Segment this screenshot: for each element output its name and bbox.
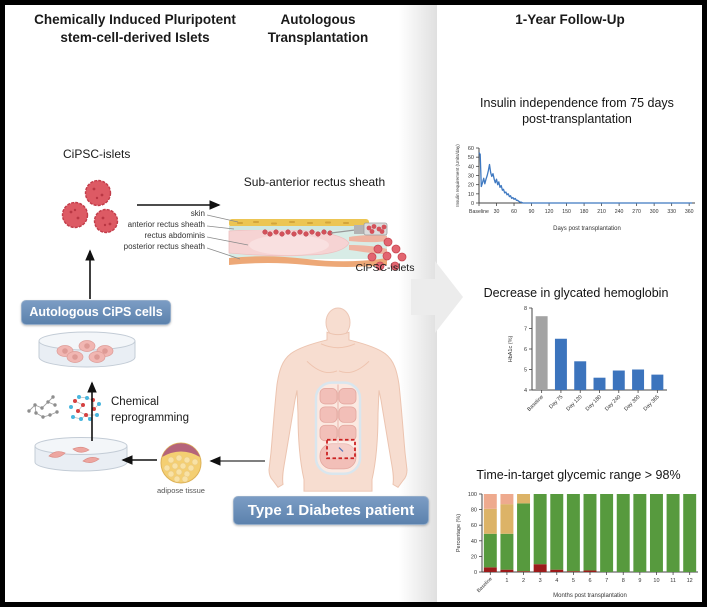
svg-text:Baseline: Baseline [476, 576, 494, 594]
svg-text:Day 240: Day 240 [604, 394, 622, 412]
anatomy-label-posterior-sheath: posterior rectus sheath [123, 242, 205, 251]
svg-text:11: 11 [670, 578, 676, 584]
svg-text:3: 3 [539, 578, 542, 584]
patient-figure-icon [268, 307, 408, 492]
svg-text:8: 8 [524, 306, 527, 312]
chart-time-in-range-title: Time-in-target glycemic range > 98% [476, 468, 681, 482]
svg-text:2: 2 [522, 578, 525, 584]
header-right: 1-Year Follow-Up [515, 12, 625, 27]
svg-text:Percentage (%): Percentage (%) [456, 514, 462, 552]
svg-text:10: 10 [468, 192, 474, 198]
svg-text:7: 7 [524, 327, 527, 333]
svg-text:Days post transplantation: Days post transplantation [553, 226, 621, 232]
svg-text:Baseline: Baseline [469, 209, 489, 215]
svg-text:0: 0 [474, 570, 477, 576]
anatomy-label-anterior-sheath: anterior rectus sheath [127, 220, 205, 229]
svg-text:6: 6 [524, 347, 527, 353]
petri-dish-cips-icon [38, 331, 136, 368]
chemical-reprogramming-label: Chemical reprogramming [111, 396, 189, 424]
petri-dish-fibroblast-icon [34, 437, 128, 472]
svg-text:10: 10 [653, 578, 659, 584]
cipsc-islets-label: CiPSC-islets [63, 147, 131, 161]
svg-text:4: 4 [555, 578, 558, 584]
svg-text:12: 12 [687, 578, 693, 584]
svg-text:240: 240 [615, 209, 624, 215]
anatomy-label-rectus-abdominis: rectus abdominis [144, 231, 205, 240]
rectus-sheath-cross-section-icon [228, 219, 388, 267]
svg-text:1: 1 [505, 578, 508, 584]
svg-text:5: 5 [524, 368, 527, 374]
svg-text:330: 330 [667, 209, 676, 215]
insulin-requirement-chart: 0 10 20 30 40 50 60 Insulin requirement (Units/… [449, 143, 702, 238]
svg-text:HbA1c (%): HbA1c (%) [508, 336, 514, 363]
svg-text:30: 30 [494, 209, 500, 215]
svg-text:Insulin requirement (Units/day: Insulin requirement (Units/day) [455, 144, 460, 207]
hba1c-chart: 4 5 6 7 8 HbA1c (%) Baseline Day 75 Day 120 Day 1… [502, 302, 677, 435]
svg-text:Baseline: Baseline [526, 394, 545, 413]
small-molecules-icon [27, 395, 101, 421]
svg-text:60: 60 [511, 209, 517, 215]
svg-text:120: 120 [545, 209, 554, 215]
svg-text:5: 5 [572, 578, 575, 584]
svg-text:Months post transplantation: Months post transplantation [553, 593, 627, 599]
svg-text:Day 300: Day 300 [623, 394, 641, 412]
autologous-cips-badge: Autologous CiPS cells [21, 300, 171, 325]
svg-text:150: 150 [562, 209, 571, 215]
svg-text:50: 50 [468, 155, 474, 161]
adipose-tissue-icon [160, 442, 202, 484]
svg-text:30: 30 [468, 174, 474, 180]
islet-cluster-icon [367, 237, 407, 271]
svg-text:60: 60 [468, 146, 474, 152]
islet-cluster-label: CiPSC-islets [355, 262, 415, 274]
anatomy-label-skin: skin [190, 209, 205, 218]
svg-text:Day 365: Day 365 [643, 394, 661, 412]
svg-text:100: 100 [468, 492, 477, 498]
islet-cells-icon [61, 179, 119, 234]
svg-text:9: 9 [638, 578, 641, 584]
svg-text:270: 270 [632, 209, 641, 215]
svg-text:180: 180 [580, 209, 589, 215]
svg-text:6: 6 [588, 578, 591, 584]
svg-text:40: 40 [468, 164, 474, 170]
chart-hba1c-title: Decrease in glycated hemoglobin [483, 286, 669, 300]
svg-text:210: 210 [597, 209, 606, 215]
header-left: Chemically Induced Pluripotent stem-cell… [34, 12, 236, 45]
svg-text:4: 4 [524, 388, 527, 394]
svg-text:300: 300 [650, 209, 659, 215]
svg-text:40: 40 [471, 539, 477, 545]
svg-text:Day 120: Day 120 [565, 394, 583, 412]
svg-text:20: 20 [468, 183, 474, 189]
svg-text:8: 8 [622, 578, 625, 584]
svg-text:360: 360 [685, 209, 694, 215]
svg-text:Day 75: Day 75 [548, 394, 564, 410]
svg-text:7: 7 [605, 578, 608, 584]
time-in-range-chart: 0 20 40 60 80 100 Percentage (%) Months post tr… [450, 488, 702, 602]
type1-diabetes-badge: Type 1 Diabetes patient [233, 496, 429, 525]
sub-anterior-title: Sub-anterior rectus sheath [243, 175, 386, 189]
svg-text:Day 180: Day 180 [585, 394, 603, 412]
adipose-tissue-label: adipose tissue [157, 486, 205, 495]
svg-text:0: 0 [471, 201, 474, 207]
svg-text:90: 90 [529, 209, 535, 215]
svg-text:80: 80 [471, 508, 477, 514]
svg-text:20: 20 [471, 554, 477, 560]
chart-insulin-title: Insulin independence from 75 days post-t… [480, 96, 674, 127]
header-middle: Autologous Transplantation [267, 12, 369, 45]
svg-text:60: 60 [471, 523, 477, 529]
